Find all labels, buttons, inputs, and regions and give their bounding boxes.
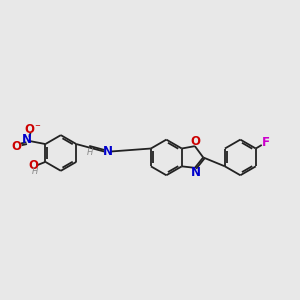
Text: H: H — [87, 148, 93, 157]
Text: F: F — [262, 136, 270, 149]
Text: N: N — [22, 134, 32, 146]
Text: O: O — [190, 135, 200, 148]
Text: N: N — [190, 167, 200, 179]
Text: ⁻: ⁻ — [34, 123, 40, 133]
Text: O: O — [24, 123, 34, 136]
Text: H: H — [32, 167, 38, 176]
Text: N: N — [102, 145, 112, 158]
Text: O: O — [28, 159, 38, 172]
Text: O: O — [11, 140, 21, 153]
